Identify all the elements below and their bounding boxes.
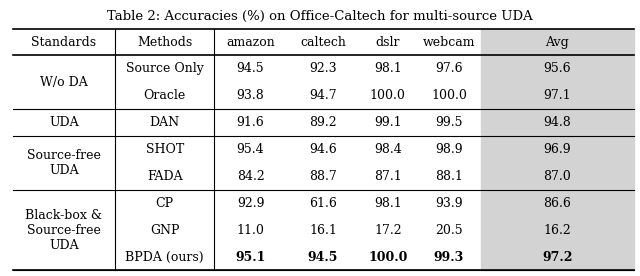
Text: 95.1: 95.1 bbox=[236, 251, 266, 264]
Text: 98.4: 98.4 bbox=[374, 143, 402, 156]
Text: 87.0: 87.0 bbox=[543, 170, 572, 183]
Text: dslr: dslr bbox=[376, 36, 400, 49]
Text: 98.1: 98.1 bbox=[374, 197, 402, 210]
Text: 86.6: 86.6 bbox=[543, 197, 572, 210]
Text: SHOT: SHOT bbox=[146, 143, 184, 156]
Text: 100.0: 100.0 bbox=[370, 89, 406, 102]
Text: 88.1: 88.1 bbox=[435, 170, 463, 183]
Text: 99.1: 99.1 bbox=[374, 116, 402, 129]
Text: amazon: amazon bbox=[226, 36, 275, 49]
Text: W/o DA: W/o DA bbox=[40, 76, 88, 89]
Text: 91.6: 91.6 bbox=[237, 116, 264, 129]
Text: 95.6: 95.6 bbox=[543, 62, 572, 75]
Text: webcam: webcam bbox=[422, 36, 476, 49]
Text: Table 2: Accuracies (%) on Office-Caltech for multi-source UDA: Table 2: Accuracies (%) on Office-Caltec… bbox=[107, 10, 533, 23]
Text: 89.2: 89.2 bbox=[309, 116, 337, 129]
Text: 93.8: 93.8 bbox=[237, 89, 264, 102]
Text: caltech: caltech bbox=[300, 36, 346, 49]
Text: 94.6: 94.6 bbox=[309, 143, 337, 156]
Text: 88.7: 88.7 bbox=[309, 170, 337, 183]
Text: 92.9: 92.9 bbox=[237, 197, 264, 210]
Text: DAN: DAN bbox=[150, 116, 180, 129]
Text: Avg: Avg bbox=[545, 36, 570, 49]
Text: Methods: Methods bbox=[137, 36, 193, 49]
Text: FADA: FADA bbox=[147, 170, 182, 183]
Text: Source-free
UDA: Source-free UDA bbox=[27, 149, 101, 177]
Text: 61.6: 61.6 bbox=[309, 197, 337, 210]
Text: 11.0: 11.0 bbox=[237, 224, 264, 237]
Text: 100.0: 100.0 bbox=[368, 251, 408, 264]
Text: 99.5: 99.5 bbox=[435, 116, 463, 129]
Text: 99.3: 99.3 bbox=[434, 251, 464, 264]
Text: 87.1: 87.1 bbox=[374, 170, 402, 183]
Text: Standards: Standards bbox=[31, 36, 97, 49]
Text: 17.2: 17.2 bbox=[374, 224, 402, 237]
Text: Oracle: Oracle bbox=[143, 89, 186, 102]
Text: 94.8: 94.8 bbox=[543, 116, 572, 129]
Text: 97.1: 97.1 bbox=[543, 89, 572, 102]
Text: 84.2: 84.2 bbox=[237, 170, 264, 183]
Text: 16.1: 16.1 bbox=[309, 224, 337, 237]
Text: 94.5: 94.5 bbox=[237, 62, 264, 75]
Text: GNP: GNP bbox=[150, 224, 180, 237]
Text: Black-box &
Source-free
UDA: Black-box & Source-free UDA bbox=[26, 209, 102, 252]
Text: BPDA (ours): BPDA (ours) bbox=[125, 251, 204, 264]
Text: 94.7: 94.7 bbox=[309, 89, 337, 102]
Bar bbox=[481, 29, 634, 270]
Text: UDA: UDA bbox=[49, 116, 79, 129]
Text: 97.6: 97.6 bbox=[435, 62, 463, 75]
Text: 96.9: 96.9 bbox=[543, 143, 572, 156]
Text: 16.2: 16.2 bbox=[543, 224, 572, 237]
Text: 98.1: 98.1 bbox=[374, 62, 402, 75]
Text: 93.9: 93.9 bbox=[435, 197, 463, 210]
Text: 98.9: 98.9 bbox=[435, 143, 463, 156]
Text: 95.4: 95.4 bbox=[237, 143, 264, 156]
Text: 97.2: 97.2 bbox=[542, 251, 573, 264]
Text: 100.0: 100.0 bbox=[431, 89, 467, 102]
Text: 94.5: 94.5 bbox=[308, 251, 338, 264]
Text: 92.3: 92.3 bbox=[309, 62, 337, 75]
Text: 20.5: 20.5 bbox=[435, 224, 463, 237]
Text: CP: CP bbox=[156, 197, 174, 210]
Text: Source Only: Source Only bbox=[126, 62, 204, 75]
